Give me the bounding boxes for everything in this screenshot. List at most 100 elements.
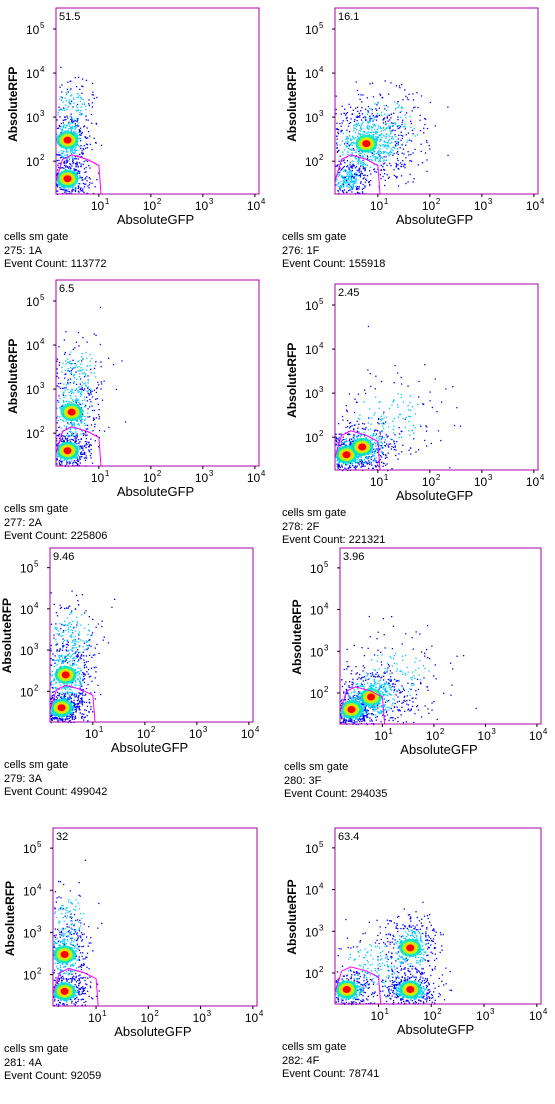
event-dot xyxy=(357,132,360,134)
event-dot xyxy=(404,89,406,91)
event-dot xyxy=(62,189,65,191)
event-dot xyxy=(80,407,83,409)
event-dot xyxy=(379,455,382,457)
event-dot xyxy=(70,716,72,718)
event-dot xyxy=(372,155,374,157)
event-dot xyxy=(64,191,66,193)
event-dot xyxy=(363,428,365,430)
event-dot xyxy=(357,188,359,190)
event-dot xyxy=(68,188,70,190)
event-dot xyxy=(60,418,62,421)
event-dot xyxy=(385,128,387,130)
event-dot xyxy=(90,424,93,426)
event-dot xyxy=(354,468,357,470)
event-dot xyxy=(342,443,344,446)
event-dot xyxy=(74,158,76,160)
event-dot xyxy=(79,138,82,140)
event-dot xyxy=(87,386,89,388)
event-dot xyxy=(373,168,375,171)
event-dot xyxy=(79,453,82,455)
event-dot xyxy=(347,434,349,436)
event-dot xyxy=(363,718,365,721)
event-dot xyxy=(86,434,88,436)
event-dot xyxy=(85,105,87,108)
event-dot xyxy=(367,128,370,131)
event-dot xyxy=(86,357,88,359)
event-dot xyxy=(99,306,102,309)
event-dot xyxy=(364,392,367,395)
event-dot xyxy=(81,150,83,152)
event-dot xyxy=(382,452,384,454)
event-dot xyxy=(85,455,87,457)
event-dot xyxy=(351,180,353,183)
event-dot xyxy=(363,435,366,437)
event-dot xyxy=(87,416,89,418)
event-dot xyxy=(66,124,68,126)
event-dot xyxy=(81,717,83,719)
event-dot xyxy=(89,416,91,418)
event-dot xyxy=(358,116,360,118)
event-dot xyxy=(90,113,93,116)
event-dot xyxy=(366,715,368,717)
event-dot xyxy=(393,432,395,434)
event-dot xyxy=(407,139,409,141)
facs-panel-6: 3.96 10 2 10 3 10 4 10 5 10 1 10 2 10 3 10 4 AbsoluteGFP A… xyxy=(280,540,550,808)
event-dot xyxy=(80,363,82,365)
event-dot xyxy=(80,134,82,136)
event-dot xyxy=(384,179,386,181)
event-dot xyxy=(360,130,362,132)
event-dot xyxy=(358,455,360,457)
y-tick-exponent: 5 xyxy=(40,293,45,302)
event-dot xyxy=(375,156,377,158)
event-dot xyxy=(92,91,94,93)
x-tick-label: 10 xyxy=(370,475,384,489)
event-dot xyxy=(90,457,92,459)
event-dot xyxy=(347,140,349,142)
event-dot xyxy=(56,681,58,684)
gate-percent: 16.1 xyxy=(338,11,359,23)
event-dot xyxy=(71,694,73,696)
event-dot xyxy=(75,657,77,659)
event-dot xyxy=(63,631,65,633)
event-dot xyxy=(77,667,79,669)
event-dot xyxy=(84,440,87,443)
event-dot xyxy=(82,453,84,455)
event-dot xyxy=(335,108,337,111)
event-dot xyxy=(335,439,337,441)
event-dot xyxy=(400,376,402,379)
event-dot xyxy=(68,391,70,394)
event-dot xyxy=(359,460,361,463)
event-dot xyxy=(62,623,64,626)
event-dot xyxy=(411,110,413,112)
event-dot xyxy=(381,445,383,447)
event-dot xyxy=(86,127,88,129)
event-dot xyxy=(393,146,395,148)
event-count: Event Count: 113772 xyxy=(4,258,107,270)
event-dot xyxy=(57,127,60,129)
event-dot xyxy=(385,146,387,148)
event-dot xyxy=(361,463,363,465)
event-dot xyxy=(409,173,411,176)
event-dot xyxy=(356,123,358,125)
event-dot xyxy=(58,98,61,100)
event-dot xyxy=(357,163,359,165)
event-dot xyxy=(58,382,60,385)
event-dot xyxy=(452,386,454,388)
event-dot xyxy=(387,153,389,155)
event-dot xyxy=(366,132,368,134)
event-dot xyxy=(346,182,348,184)
event-dot xyxy=(100,366,102,368)
event-dot xyxy=(74,163,77,165)
event-dot xyxy=(380,446,382,448)
event-dot xyxy=(389,126,391,129)
event-dot xyxy=(101,399,104,401)
event-dot xyxy=(77,460,79,462)
event-dot xyxy=(69,605,71,607)
event-dot xyxy=(350,138,352,140)
event-dot xyxy=(378,444,380,447)
event-dot xyxy=(69,613,71,616)
event-dot xyxy=(367,456,369,459)
event-dot xyxy=(61,464,63,466)
event-dot xyxy=(66,698,68,701)
event-dot xyxy=(63,439,65,442)
